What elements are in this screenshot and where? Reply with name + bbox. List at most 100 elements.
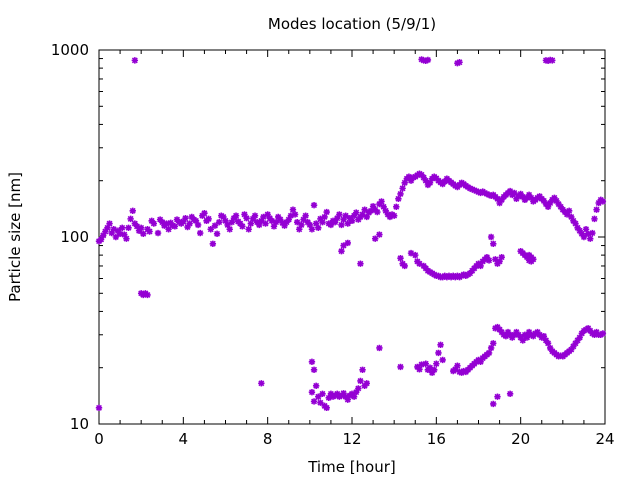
data-point [397, 190, 404, 198]
data-point [319, 218, 326, 226]
data-point [296, 226, 303, 233]
data-point [289, 206, 297, 213]
data-point [256, 221, 263, 229]
data-point [490, 240, 497, 247]
data-point [380, 203, 387, 211]
data-point [310, 398, 318, 405]
data-point [433, 360, 440, 367]
data-point [350, 393, 358, 400]
plot-frame [98, 49, 606, 425]
data-point [270, 223, 278, 230]
data-point [306, 221, 314, 229]
data-point [253, 218, 261, 226]
data-point [264, 211, 271, 218]
data-point [323, 208, 330, 216]
y-tick-label: 10 [70, 415, 89, 433]
data-point [551, 194, 558, 202]
data-point [454, 59, 461, 67]
data-point [112, 233, 120, 241]
data-point [555, 200, 562, 208]
x-tick-label: 16 [427, 430, 446, 448]
data-point [544, 340, 552, 347]
data-point [262, 220, 269, 227]
y-tick-label: 1000 [51, 41, 89, 59]
data-point [355, 385, 362, 392]
data-point [197, 229, 204, 237]
x-tick-label: 24 [595, 430, 614, 448]
data-point [226, 226, 233, 233]
data-point [498, 196, 505, 204]
data-point [496, 258, 503, 265]
data-point [334, 215, 341, 222]
data-point [279, 219, 286, 227]
data-point [515, 331, 522, 338]
data-point [420, 174, 427, 181]
data-point [249, 215, 257, 223]
data-point [241, 211, 248, 218]
data-point [228, 218, 236, 226]
data-point [494, 195, 501, 203]
data-point [546, 344, 554, 352]
data-point [574, 224, 581, 231]
x-axis-label: Time [hour] [307, 458, 396, 476]
data-point [517, 334, 524, 341]
data-point [519, 337, 526, 344]
data-point [487, 192, 495, 200]
data-point [336, 211, 343, 218]
data-point [473, 187, 480, 195]
data-point [544, 203, 552, 211]
data-point [426, 179, 434, 186]
data-point [127, 215, 134, 223]
data-point [308, 388, 316, 396]
data-point [525, 191, 533, 199]
data-point [490, 400, 497, 408]
data-point [456, 368, 463, 376]
data-point [376, 231, 383, 238]
data-point [258, 217, 265, 225]
data-point [376, 344, 383, 352]
data-point [498, 253, 505, 261]
data-point [285, 216, 292, 223]
data-point [506, 331, 514, 338]
data-point [568, 346, 575, 353]
data-point [431, 366, 438, 373]
data-point [557, 203, 564, 211]
data-point [325, 394, 333, 402]
data-point [310, 366, 318, 373]
data-point [224, 221, 231, 229]
data-point [568, 213, 575, 221]
data-point [483, 253, 491, 261]
data-point [570, 343, 577, 350]
data-point [116, 230, 124, 238]
data-point [502, 332, 510, 340]
data-point [405, 173, 413, 180]
data-point [125, 224, 132, 231]
data-point [483, 190, 491, 198]
data-point [599, 330, 607, 337]
data-point [576, 227, 583, 234]
data-point [180, 218, 187, 225]
data-point [578, 230, 586, 238]
data-point [165, 226, 172, 233]
data-point [237, 220, 244, 227]
data-point [104, 224, 111, 231]
data-point [154, 229, 162, 237]
data-point [323, 404, 330, 412]
data-point [456, 59, 463, 66]
data-point [582, 226, 590, 233]
data-point [131, 220, 139, 227]
data-point [312, 382, 320, 390]
data-point [338, 247, 345, 255]
data-point [371, 235, 379, 242]
chart-title: Modes location (5/9/1) [268, 15, 436, 33]
data-point [245, 226, 252, 233]
y-axis-label: Particle size [nm] [6, 172, 24, 302]
data-point [344, 220, 351, 227]
data-point [293, 218, 301, 226]
data-point [239, 223, 246, 230]
data-point [574, 337, 581, 344]
data-point [207, 226, 214, 233]
data-point [418, 361, 425, 368]
data-point [97, 236, 105, 243]
data-point [460, 367, 467, 375]
